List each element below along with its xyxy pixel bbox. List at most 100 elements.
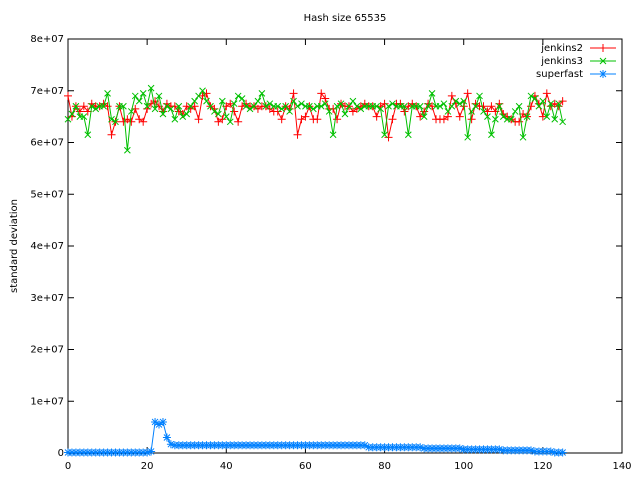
x-tick-label: 100 [454,461,473,472]
point-glyph [155,420,164,429]
point [107,130,116,139]
point [329,104,338,113]
point [401,102,408,110]
point [483,107,492,116]
point [75,107,84,116]
point-glyph [226,99,235,108]
point [151,417,160,426]
point [476,92,483,100]
point [238,95,246,102]
point [246,105,254,113]
point [139,89,147,97]
point [420,107,429,116]
point [112,118,119,126]
point [495,445,504,454]
point [301,112,310,121]
point-glyph [483,107,492,116]
point-glyph [487,102,496,111]
point-glyph [388,115,397,124]
point [467,115,476,124]
point-glyph [104,89,111,97]
y-tick-label: 2e+07 [30,345,64,356]
point-glyph [526,446,535,455]
point-glyph [112,118,119,126]
point-glyph [515,117,524,126]
point-glyph [526,102,535,111]
point-glyph [377,105,384,113]
point [436,102,444,110]
point [194,115,203,124]
point-glyph [163,102,171,110]
point [357,105,365,113]
point-glyph [230,100,238,108]
point-glyph [92,105,100,113]
point [179,113,187,120]
point [499,113,507,120]
point-glyph [222,113,230,120]
point [559,118,566,126]
point [203,97,210,105]
point-glyph [167,105,175,113]
point [333,102,341,110]
point-glyph [195,92,202,100]
point-glyph [230,107,239,116]
point [455,112,464,121]
point [527,92,535,100]
point-glyph [547,100,555,108]
point [599,57,607,65]
point [92,105,100,113]
point [103,102,112,111]
point-glyph [151,105,159,113]
x-tick-label: 60 [299,461,312,472]
point [72,102,80,110]
point [447,91,456,100]
point-glyph [207,102,214,110]
point [250,102,258,110]
point [162,433,171,442]
point [511,108,519,115]
legend-label: superfast [536,69,583,80]
point-glyph [179,113,187,120]
point [127,108,135,115]
point-glyph [294,102,301,110]
point [100,102,107,110]
point-glyph [599,70,607,78]
point-glyph [333,102,341,110]
point [333,115,342,124]
point-glyph [467,115,476,124]
point-glyph [538,112,547,121]
point-glyph [108,115,115,123]
point [416,102,424,110]
point [293,130,302,139]
point [218,115,227,124]
point [104,89,111,97]
point-glyph [290,97,297,105]
point-glyph [250,102,258,110]
point [191,97,198,105]
point [599,44,607,52]
point [290,97,297,105]
point [468,108,475,115]
point [519,133,527,141]
point [443,112,452,121]
point-glyph [68,110,76,118]
point [266,100,274,108]
point-glyph [460,97,468,105]
point [211,108,218,115]
point-glyph [495,445,504,454]
point [278,105,286,113]
point [507,115,515,123]
point-glyph [464,133,472,141]
point-glyph [558,448,567,457]
point-glyph [385,102,392,110]
point [389,100,396,108]
point-glyph [194,115,203,124]
point-glyph [360,441,369,450]
point [277,115,286,124]
point [317,89,326,98]
point [452,97,460,105]
point-glyph [599,57,607,65]
point-glyph [333,115,342,124]
point-glyph [546,447,555,456]
